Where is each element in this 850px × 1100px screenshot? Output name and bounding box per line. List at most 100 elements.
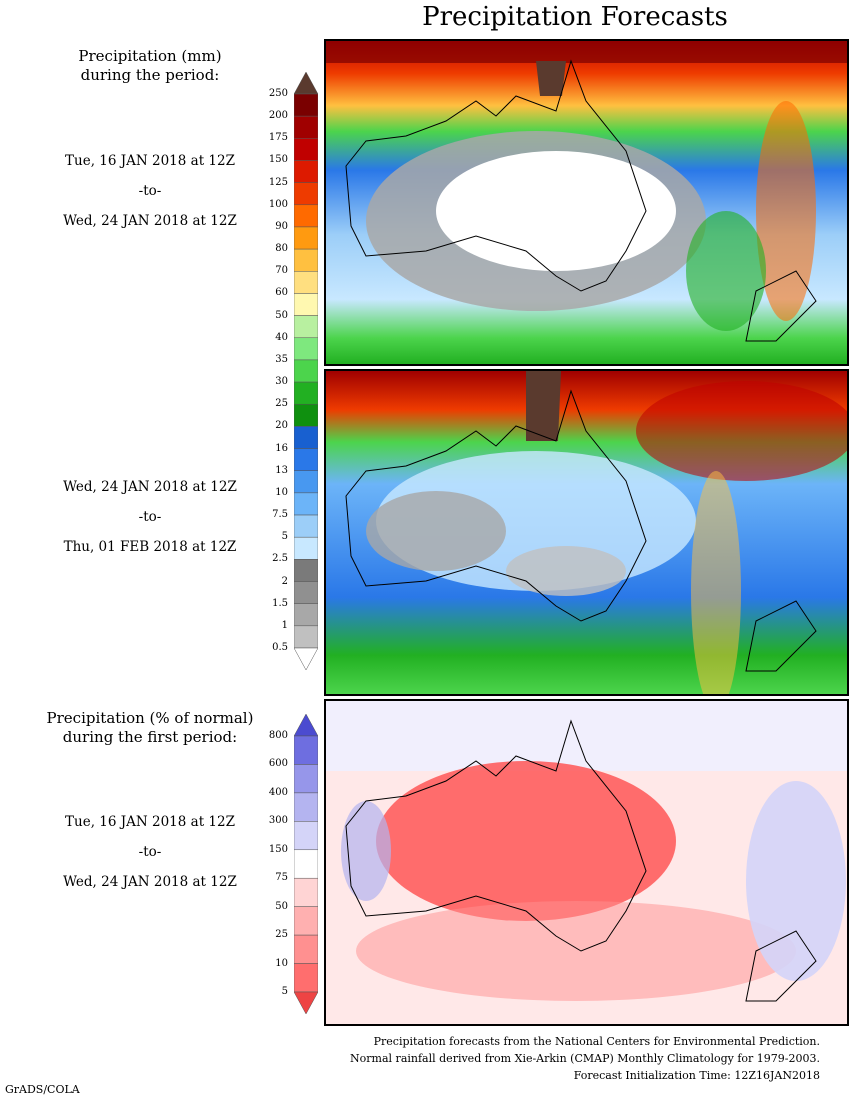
mm-colorbar-tick-label: 16 xyxy=(275,442,288,454)
mm-colorbar-swatch xyxy=(294,93,318,117)
mm-colorbar-tick-label: 20 xyxy=(275,420,288,432)
pct-colorbar-tick-label: 5 xyxy=(281,986,288,997)
pct-colorbar-swatch xyxy=(294,963,318,993)
pct-colorbar-ticks: 800 600 400 300 150 75 50 25 10 5 xyxy=(255,714,290,1014)
precip-map-2 xyxy=(326,371,847,694)
mm-colorbar-swatch xyxy=(294,492,318,516)
mm-colorbar-swatch xyxy=(294,115,318,139)
mm-colorbar-tick-label: 2 xyxy=(281,575,288,587)
mm-colorbar-swatch xyxy=(294,603,318,627)
mm-colorbar-swatch xyxy=(294,403,318,427)
panel3-label: Precipitation (% of normal) during the f… xyxy=(30,709,270,747)
mm-colorbar-tick-label: 50 xyxy=(275,309,288,321)
pct-colorbar-tick-label: 50 xyxy=(275,900,288,912)
mm-colorbar-swatch xyxy=(294,536,318,560)
mm-colorbar-swatch xyxy=(294,514,318,538)
mm-colorbar-swatch xyxy=(294,559,318,582)
panel2-end-date: Thu, 01 FEB 2018 at 12Z xyxy=(63,539,237,555)
pct-colorbar-swatch xyxy=(294,849,318,879)
mm-colorbar-tick-label: 200 xyxy=(268,110,288,122)
mm-colorbar-swatch xyxy=(294,381,318,405)
mm-colorbar-swatch xyxy=(294,470,318,494)
mm-colorbar-tick-label: 80 xyxy=(275,243,288,255)
mm-colorbar xyxy=(294,72,318,670)
mm-colorbar-swatch xyxy=(294,315,318,339)
pct-colorbar-swatch xyxy=(294,714,318,737)
mm-colorbar-tick-label: 125 xyxy=(268,176,288,188)
mm-colorbar-swatch xyxy=(294,337,318,361)
panel1-start-date: Tue, 16 JAN 2018 at 12Z xyxy=(65,153,235,169)
footer-line3: Forecast Initialization Time: 12Z16JAN20… xyxy=(573,1069,820,1082)
panel3-label-line2: during the first period: xyxy=(62,728,238,746)
mm-colorbar-tick-label: 90 xyxy=(275,220,288,232)
mm-colorbar-tick-label: 25 xyxy=(275,398,288,410)
mm-colorbar-swatch xyxy=(294,647,318,670)
mm-colorbar-swatch xyxy=(294,426,318,449)
mm-colorbar-tick-label: 150 xyxy=(268,154,288,166)
pct-colorbar-tick-label: 25 xyxy=(275,929,288,941)
precip-map-1 xyxy=(326,41,847,364)
mm-colorbar-swatch xyxy=(294,182,318,206)
mm-colorbar-swatch xyxy=(294,271,318,294)
mm-colorbar-tick-label: 7.5 xyxy=(272,509,288,521)
pct-colorbar-tick-label: 300 xyxy=(268,815,288,827)
map-panel-percent-normal xyxy=(324,699,849,1026)
pct-colorbar xyxy=(294,714,318,1014)
panel2-start-date: Wed, 24 JAN 2018 at 12Z xyxy=(63,479,237,495)
mm-colorbar-tick-label: 10 xyxy=(275,486,288,498)
panel1-label: Precipitation (mm) during the period: xyxy=(40,47,260,85)
pct-colorbar-tick-label: 150 xyxy=(268,843,288,855)
mm-colorbar-tick-label: 1 xyxy=(281,619,288,631)
credit: GrADS/COLA xyxy=(5,1083,80,1096)
mm-colorbar-tick-label: 70 xyxy=(275,265,288,277)
mm-colorbar-swatch xyxy=(294,138,318,161)
mm-colorbar-swatch xyxy=(294,72,318,95)
pct-colorbar-tick-label: 600 xyxy=(268,758,288,770)
panel2-to: -to- xyxy=(138,509,162,525)
footer-line1: Precipitation forecasts from the Nationa… xyxy=(373,1035,820,1048)
mm-colorbar-tick-label: 1.5 xyxy=(272,597,288,609)
mm-colorbar-tick-label: 2.5 xyxy=(272,553,288,565)
pct-colorbar-swatch xyxy=(294,934,318,964)
mm-colorbar-tick-label: 60 xyxy=(275,287,288,299)
map-panel-period2 xyxy=(324,369,849,696)
panel1-to: -to- xyxy=(138,183,162,199)
mm-colorbar-swatch xyxy=(294,359,318,383)
mm-colorbar-swatch xyxy=(294,448,318,471)
footer-line2: Normal rainfall derived from Xie-Arkin (… xyxy=(350,1052,820,1065)
panel3-label-line1: Precipitation (% of normal) xyxy=(46,709,254,727)
pct-colorbar-swatch xyxy=(294,821,318,851)
page-title: Precipitation Forecasts xyxy=(422,2,728,32)
mm-colorbar-tick-label: 30 xyxy=(275,376,288,388)
pct-colorbar-swatch xyxy=(294,877,318,907)
panel3-start-date: Tue, 16 JAN 2018 at 12Z xyxy=(65,814,235,830)
mm-colorbar-tick-label: 100 xyxy=(268,198,288,210)
pct-colorbar-tick-label: 75 xyxy=(275,872,288,884)
pct-colorbar-tick-label: 800 xyxy=(268,730,288,741)
pct-colorbar-tick-label: 10 xyxy=(275,957,288,969)
panel3-to: -to- xyxy=(138,844,162,860)
mm-colorbar-swatch xyxy=(294,204,318,228)
mm-colorbar-swatch xyxy=(294,160,318,183)
panel1-end-date: Wed, 24 JAN 2018 at 12Z xyxy=(63,213,237,229)
map-panel-period1 xyxy=(324,39,849,366)
mm-colorbar-tick-label: 35 xyxy=(275,353,288,365)
mm-colorbar-tick-label: 0.5 xyxy=(272,642,288,653)
panel3-end-date: Wed, 24 JAN 2018 at 12Z xyxy=(63,874,237,890)
pct-colorbar-tick-label: 400 xyxy=(268,786,288,798)
pct-colorbar-swatch xyxy=(294,792,318,822)
pct-colorbar-swatch xyxy=(294,735,318,765)
panel1-label-line1: Precipitation (mm) xyxy=(78,47,222,65)
mm-colorbar-ticks: 250 200 175 150 125 100 90 80 70 60 50 40 35 30 25 20 16… xyxy=(255,72,290,670)
pct-colorbar-swatch xyxy=(294,906,318,936)
percent-normal-map xyxy=(326,701,847,1024)
pct-colorbar-swatch xyxy=(294,764,318,794)
mm-colorbar-swatch xyxy=(294,625,318,649)
mm-colorbar-swatch xyxy=(294,581,318,604)
pct-colorbar-swatch xyxy=(294,991,318,1014)
mm-colorbar-tick-label: 13 xyxy=(275,464,288,476)
mm-colorbar-tick-label: 250 xyxy=(268,88,288,99)
mm-colorbar-tick-label: 175 xyxy=(268,132,288,144)
mm-colorbar-tick-label: 5 xyxy=(281,531,288,543)
mm-colorbar-swatch xyxy=(294,248,318,272)
